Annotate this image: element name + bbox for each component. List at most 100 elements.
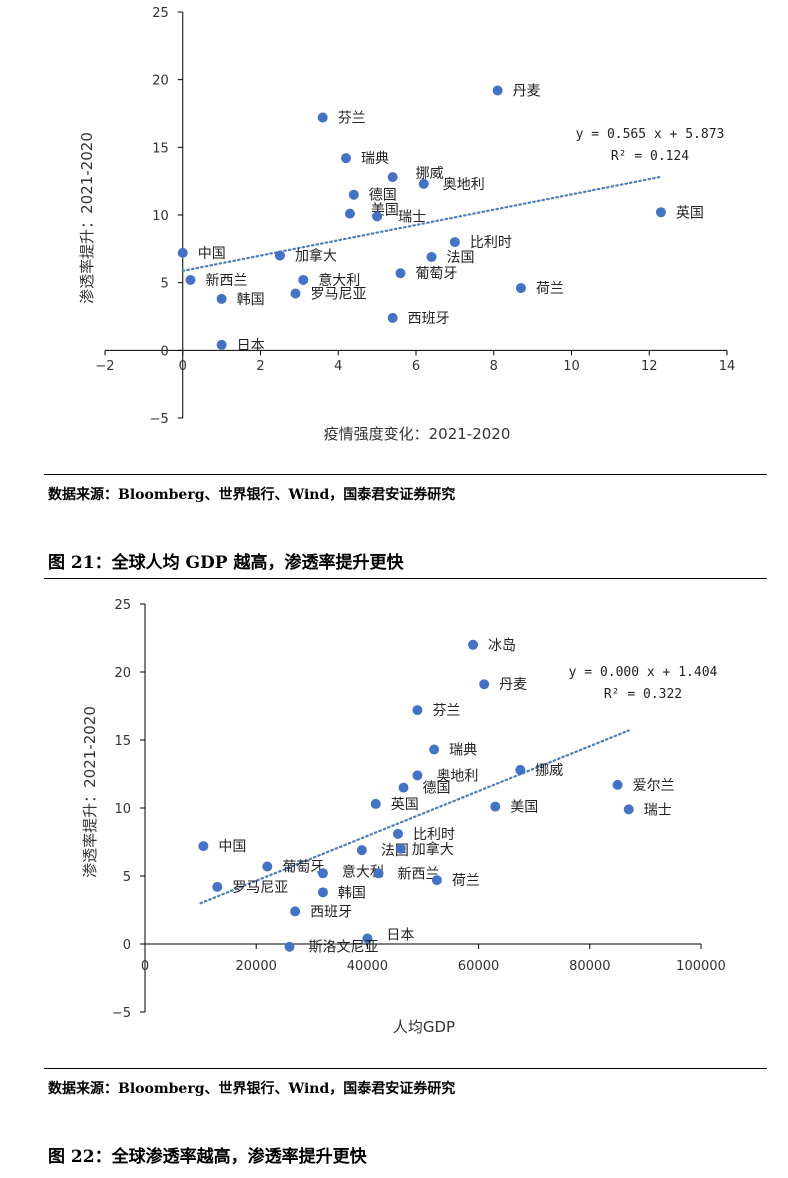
data-point <box>274 250 285 261</box>
data-point <box>356 845 367 856</box>
data-point <box>177 247 188 258</box>
point-label: 德国 <box>423 781 451 797</box>
trend-line <box>199 729 630 905</box>
point-label: 新西兰 <box>206 273 248 289</box>
x-tick-label: 8 <box>490 359 498 374</box>
x-tick-label: 6 <box>412 359 420 374</box>
point-label: 英国 <box>391 796 419 813</box>
point-label: 加拿大 <box>295 248 337 265</box>
y-tick-label: 25 <box>114 598 131 613</box>
figure-21-title: 图 21：全球人均 GDP 越高，渗透率提升更快 <box>48 553 404 573</box>
data-point <box>373 868 384 879</box>
point-label: 瑞士 <box>644 802 672 818</box>
point-label: 罗马尼亚 <box>232 880 288 896</box>
x-tick-label: 0 <box>141 959 149 974</box>
data-point <box>317 112 328 123</box>
scatter-chart-gdp: 0 20000 40000 60000 80000 100000 −5 0 5 10 15 20 25 冰… <box>81 598 726 1036</box>
data-point <box>412 770 423 781</box>
point-label: 斯洛文尼亚 <box>309 940 379 956</box>
data-point <box>431 875 442 886</box>
data-point <box>612 779 623 790</box>
point-label: 新西兰 <box>398 866 440 882</box>
x-tick-label: 40000 <box>347 959 388 974</box>
data-point <box>468 639 479 650</box>
data-point <box>655 207 666 218</box>
x-tick-label: 0 <box>179 359 187 374</box>
data-point <box>429 744 440 755</box>
x-tick-label: 14 <box>719 359 736 374</box>
data-point <box>185 274 196 285</box>
point-label: 罗马尼亚 <box>310 286 366 302</box>
data-point <box>387 172 398 183</box>
data-point <box>317 868 328 879</box>
data-point <box>479 679 490 690</box>
y-tick-label: 15 <box>152 141 169 156</box>
data-point <box>216 339 227 350</box>
point-label: 美国 <box>510 800 538 816</box>
data-point <box>262 861 273 872</box>
y-tick-label: 20 <box>152 74 169 89</box>
x-tick-label: 100000 <box>676 959 726 974</box>
point-label: 爱尔兰 <box>633 778 675 794</box>
point-label: 中国 <box>218 839 246 855</box>
point-label: 荷兰 <box>536 281 564 297</box>
point-label: 瑞典 <box>449 743 477 759</box>
point-label: 冰岛 <box>488 638 516 654</box>
point-label: 挪威 <box>535 763 563 779</box>
point-label: 芬兰 <box>338 111 366 127</box>
data-point <box>492 85 503 96</box>
point-label: 奥地利 <box>436 767 478 784</box>
data-point <box>426 251 437 262</box>
x-tick-label: 4 <box>334 359 342 374</box>
point-label: 丹麦 <box>513 83 541 99</box>
x-axis-title: 疫情强度变化：2021-2020 <box>324 425 511 443</box>
data-point <box>515 283 526 294</box>
x-tick-label: 60000 <box>458 959 499 974</box>
data-point <box>395 268 406 279</box>
y-tick-label: 5 <box>160 277 168 292</box>
source-top-rule-2 <box>44 1068 767 1069</box>
data-point <box>290 288 301 299</box>
point-label: 瑞士 <box>398 209 426 225</box>
point-label: 芬兰 <box>432 703 460 719</box>
y-tick-label: 5 <box>123 870 131 885</box>
point-label: 西班牙 <box>408 311 450 327</box>
data-point <box>341 153 352 164</box>
point-label: 韩国 <box>237 292 265 308</box>
point-label: 比利时 <box>470 235 512 251</box>
point-label: 丹麦 <box>499 677 527 693</box>
point-label: 瑞典 <box>361 151 389 167</box>
point-label: 意大利 <box>318 272 360 289</box>
point-label: 日本 <box>237 338 265 354</box>
y-axis-title: 渗透率提升：2021-2020 <box>81 706 99 878</box>
y-tick-label: −5 <box>150 412 169 427</box>
data-point <box>412 705 423 716</box>
point-label: 韩国 <box>338 885 366 901</box>
data-point <box>317 887 328 898</box>
x-tick-label: 20000 <box>236 959 277 974</box>
y-tick-label: 10 <box>152 209 169 224</box>
data-source-note-2: 数据来源：Bloomberg、世界银行、Wind，国泰君安证券研究 <box>48 1081 456 1097</box>
point-label: 挪威 <box>416 166 444 182</box>
y-tick-label: 15 <box>114 734 131 749</box>
data-point <box>515 764 526 775</box>
data-point <box>387 312 398 323</box>
y-axis-title: 渗透率提升：2021-2020 <box>78 132 96 304</box>
point-label: 奥地利 <box>443 176 485 193</box>
data-point <box>348 189 359 200</box>
data-point <box>284 941 295 952</box>
x-tick-label: −2 <box>95 359 114 374</box>
y-tick-label: −5 <box>112 1006 131 1021</box>
scatter-chart-epidemic: −2 0 2 4 6 8 10 12 14−50510152025丹麦芬兰瑞典挪威奥地利德国美国… <box>78 6 736 443</box>
point-label: 西班牙 <box>310 904 352 920</box>
trend-r2: R² = 0.322 <box>604 687 682 702</box>
figure-22-title: 图 22：全球渗透率越高，渗透率提升更快 <box>48 1147 367 1167</box>
y-tick-label: 25 <box>152 6 169 21</box>
x-tick-label: 12 <box>641 359 658 374</box>
point-label: 葡萄牙 <box>415 266 457 282</box>
y-tick-label: 0 <box>123 938 131 953</box>
y-tick-label: 0 <box>160 344 168 359</box>
point-label: 德国 <box>369 188 397 204</box>
point-label: 中国 <box>198 246 226 262</box>
figure-21-title-rule <box>44 578 767 579</box>
